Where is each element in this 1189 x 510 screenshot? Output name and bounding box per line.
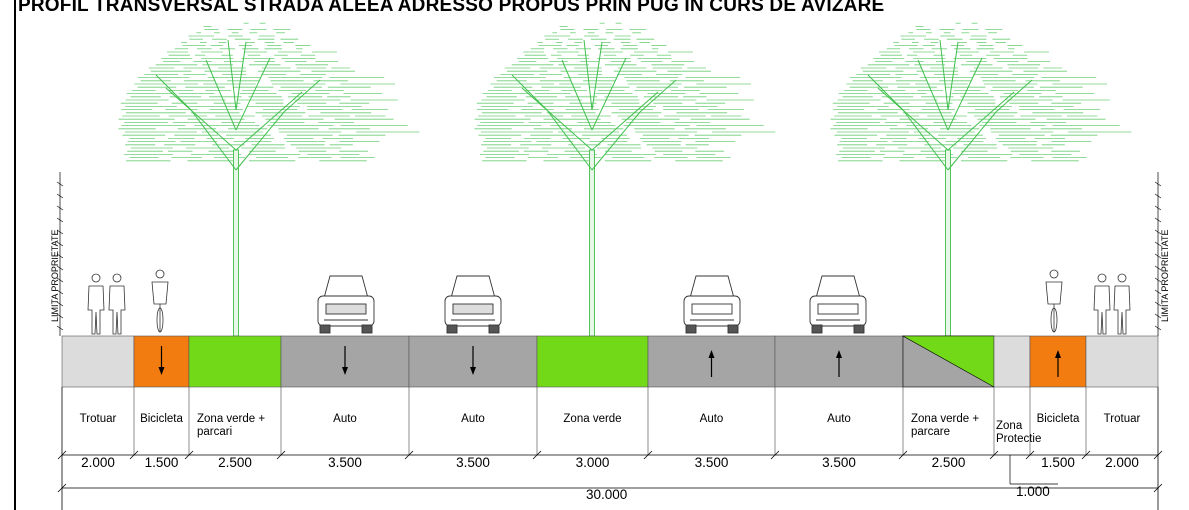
pedestrian-4 bbox=[1113, 273, 1131, 335]
segment-width-12: 2.000 bbox=[1105, 455, 1139, 470]
segment-label-9: Zona verde + parcare bbox=[911, 413, 980, 438]
segment-fill-1 bbox=[61, 335, 135, 388]
segment-width-3: 2.500 bbox=[218, 455, 252, 470]
dimension-tick-5 bbox=[532, 450, 542, 460]
segment-fill-6 bbox=[536, 335, 649, 388]
tree-a bbox=[118, 22, 420, 337]
segment-label-10: Zona Protectie bbox=[996, 420, 1042, 445]
dimension-tick-0 bbox=[57, 450, 67, 460]
dimension-tick-9 bbox=[989, 450, 999, 460]
segment-width-11: 1.500 bbox=[1041, 455, 1075, 470]
tree-trunk bbox=[945, 149, 951, 337]
segment-fill-3 bbox=[188, 335, 282, 388]
car-4 bbox=[809, 275, 867, 334]
drawing-title: PROFIL TRANSVERSAL STRADA ALEEA ADRESSO … bbox=[18, 0, 885, 16]
pedestrian-1 bbox=[87, 273, 105, 335]
dimension-tick-4 bbox=[404, 450, 414, 460]
dimension-tick-3 bbox=[276, 450, 286, 460]
segment-width-9: 2.500 bbox=[931, 455, 966, 470]
segment-label-1: Trotuar bbox=[79, 413, 117, 425]
property-limit-label-right: LIMITA PROPRIETATE bbox=[1160, 229, 1170, 322]
segment-fill-10 bbox=[993, 335, 1031, 388]
total-width-value: 30.000 bbox=[586, 487, 628, 502]
dimension-tick-8 bbox=[898, 450, 908, 460]
segment-label-2: Bicicleta bbox=[140, 413, 183, 425]
left-frame-border bbox=[14, 0, 16, 510]
dimension-tick-10 bbox=[1025, 450, 1035, 460]
segment-fill-12 bbox=[1085, 335, 1159, 388]
segment-width-5: 3.500 bbox=[456, 455, 490, 470]
tree-c bbox=[830, 22, 1132, 337]
segment-width-8: 3.500 bbox=[822, 455, 856, 470]
dimension-tick-1 bbox=[129, 450, 139, 460]
car-3 bbox=[683, 275, 741, 334]
dimension-tick-11 bbox=[1081, 450, 1091, 460]
segment-label-11: Bicicleta bbox=[1036, 413, 1080, 425]
car-1 bbox=[317, 275, 375, 334]
cyclist-2 bbox=[1045, 269, 1063, 333]
segment-width-1: 2.000 bbox=[81, 455, 115, 470]
segment-label-4: Auto bbox=[333, 413, 357, 425]
car-2 bbox=[444, 275, 502, 334]
protection-zone-width-value: 1.000 bbox=[1016, 484, 1050, 499]
segment-label-6: Zona verde bbox=[563, 413, 622, 425]
segment-label-12: Trotuar bbox=[1103, 413, 1141, 425]
dimension-tick-12 bbox=[1153, 450, 1163, 460]
cyclist-1 bbox=[151, 269, 169, 333]
segment-label-3: Zona verde + parcari bbox=[197, 413, 266, 438]
segment-width-7: 3.500 bbox=[694, 455, 729, 470]
dimension-tick-7 bbox=[770, 450, 780, 460]
tree-trunk bbox=[233, 149, 239, 337]
segment-label-5: Auto bbox=[461, 413, 485, 425]
pedestrian-2 bbox=[108, 273, 126, 335]
property-limit-label-left: LIMITA PROPRIETATE bbox=[50, 229, 60, 322]
segment-fill-7 bbox=[647, 335, 776, 388]
pedestrian-3 bbox=[1093, 273, 1111, 335]
segment-width-4: 3.500 bbox=[328, 455, 362, 470]
tree-b bbox=[474, 22, 776, 337]
dimension-tick-2 bbox=[184, 450, 194, 460]
segment-width-6: 3.000 bbox=[575, 455, 610, 470]
segment-width-2: 1.500 bbox=[144, 455, 179, 470]
segment-label-8: Auto bbox=[827, 413, 851, 425]
tree-trunk bbox=[589, 149, 595, 337]
dimension-tick-6 bbox=[643, 450, 653, 460]
segment-label-7: Auto bbox=[699, 413, 724, 425]
